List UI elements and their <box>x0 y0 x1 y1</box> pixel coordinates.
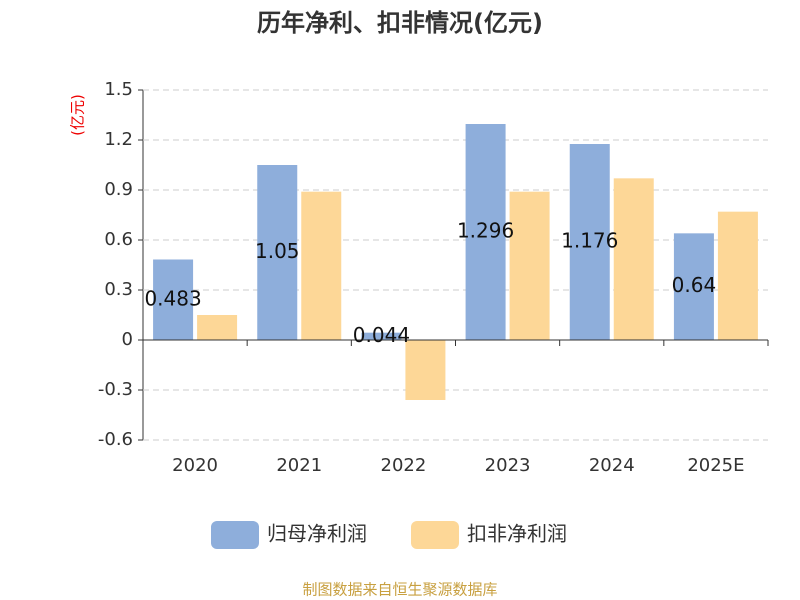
bar <box>465 124 506 340</box>
x-tick-label: 2021 <box>276 455 322 476</box>
x-tick-label: 2022 <box>381 455 427 476</box>
data-label: 1.296 <box>457 219 514 243</box>
y-tick-label: -0.6 <box>98 429 133 450</box>
legend-label: 归母净利润 <box>267 522 367 546</box>
y-tick-label: 1.5 <box>104 79 133 100</box>
source-note: 制图数据来自恒生聚源数据库 <box>302 581 497 599</box>
bar <box>301 191 342 340</box>
data-label: 0.044 <box>353 323 410 347</box>
data-label: 0.64 <box>672 273 717 297</box>
data-label: 1.05 <box>255 239 300 263</box>
x-tick-label: 2020 <box>172 455 218 476</box>
bar <box>405 340 446 400</box>
bar <box>569 144 610 340</box>
legend-swatch <box>211 521 259 549</box>
x-tick-label: 2023 <box>485 455 531 476</box>
legend-label: 扣非净利润 <box>467 522 567 546</box>
y-tick-label: 0 <box>122 329 133 350</box>
bar <box>509 191 550 340</box>
bar <box>257 165 298 340</box>
bar <box>361 332 402 340</box>
bar <box>197 315 238 340</box>
chart-title: 历年净利、扣非情况(亿元) <box>257 9 543 37</box>
data-label: 1.176 <box>561 229 618 253</box>
y-tick-label: 0.9 <box>104 179 133 200</box>
legend-swatch <box>411 521 459 549</box>
y-tick-label: 0.6 <box>104 229 133 250</box>
y-tick-label: 1.2 <box>104 129 133 150</box>
x-tick-label: 2024 <box>589 455 635 476</box>
bar <box>153 259 194 340</box>
data-label: 0.483 <box>144 286 201 310</box>
y-tick-label: 0.3 <box>104 279 133 300</box>
y-tick-label: -0.3 <box>98 379 133 400</box>
bar <box>613 178 654 340</box>
bar <box>673 233 714 340</box>
x-tick-label: 2025E <box>687 455 744 476</box>
y-axis-unit: (亿元) <box>69 94 87 136</box>
bar <box>717 211 758 340</box>
